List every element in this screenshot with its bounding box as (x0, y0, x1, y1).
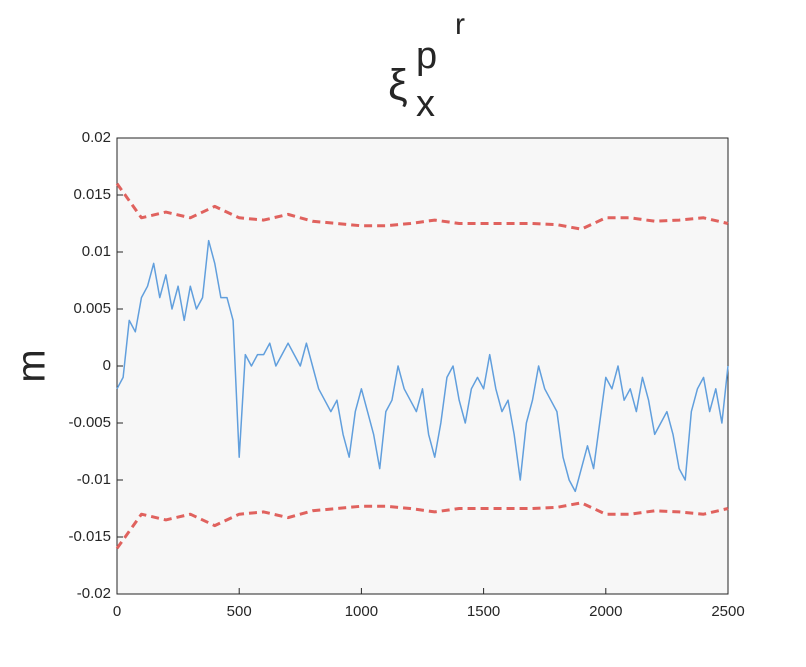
y-tick-label: -0.015 (68, 528, 111, 545)
x-tick-label: 2000 (589, 603, 622, 620)
y-tick-label: 0.01 (82, 243, 111, 260)
y-tick-label: 0.015 (73, 186, 111, 203)
y-axis-label: m (10, 349, 54, 382)
x-tick-label: 1500 (467, 603, 500, 620)
x-tick-label: 2500 (711, 603, 744, 620)
y-tick-label: -0.02 (77, 585, 111, 602)
title-symbol: ξ (388, 61, 408, 110)
y-tick-label: 0.005 (73, 300, 111, 317)
title-superscript-superscript: r (455, 8, 465, 41)
plot-area (116, 137, 729, 595)
bound-line (115, 501, 729, 550)
y-tick-label: -0.01 (77, 471, 111, 488)
x-tick-label: 1000 (345, 603, 378, 620)
y-tick-label: 0 (103, 357, 111, 374)
x-tick-label: 500 (227, 603, 252, 620)
x-tick-label: 0 (113, 603, 121, 620)
title-superscript: p (416, 35, 437, 77)
signal-line (116, 239, 729, 493)
title-subscript: x (416, 83, 435, 125)
y-tick-label: -0.005 (68, 414, 111, 431)
y-tick-label: 0.02 (82, 129, 111, 146)
bound-line (115, 182, 729, 231)
